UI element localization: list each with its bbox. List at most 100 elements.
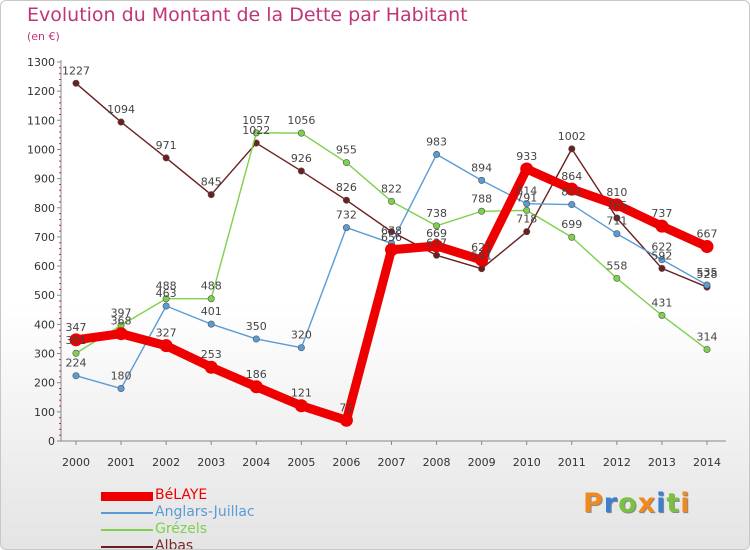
x-tick-label: 2011: [558, 456, 586, 469]
data-point: [523, 200, 531, 208]
data-label: 845: [201, 176, 222, 189]
data-point: [475, 253, 489, 267]
data-point: [565, 182, 579, 196]
logo-letter: i: [656, 488, 667, 519]
y-tick-label: 1300: [27, 56, 55, 69]
legend-swatch: [101, 546, 153, 548]
legend-label: Grézels: [155, 521, 208, 537]
data-point: [72, 79, 80, 87]
y-tick-label: 0: [48, 435, 55, 448]
legend-swatch: [101, 512, 153, 514]
data-point: [249, 380, 263, 394]
data-point: [252, 335, 260, 343]
data-label: 667: [697, 228, 718, 241]
x-tick-label: 2002: [152, 456, 180, 469]
data-point: [252, 129, 260, 137]
data-label: 1022: [242, 124, 270, 137]
data-label: 971: [156, 139, 177, 152]
proxiti-logo: Proxiti: [583, 488, 691, 519]
data-label: 463: [156, 287, 177, 300]
data-point: [433, 222, 441, 230]
data-point: [433, 150, 441, 158]
data-point: [339, 413, 353, 427]
x-tick-label: 2001: [107, 456, 135, 469]
data-label: 822: [381, 182, 402, 195]
logo-letter: r: [603, 488, 619, 519]
data-point: [658, 311, 666, 319]
data-label: 1002: [558, 130, 586, 143]
data-point: [655, 219, 669, 233]
logo-letter: o: [618, 488, 638, 519]
data-label: 401: [201, 305, 222, 318]
data-label: 592: [651, 249, 672, 262]
x-tick-label: 2004: [242, 456, 270, 469]
data-point: [613, 214, 621, 222]
data-label: 765: [606, 199, 627, 212]
data-label: 180: [111, 370, 132, 383]
data-point: [430, 239, 444, 253]
data-label: 488: [201, 280, 222, 293]
data-label: 933: [516, 150, 537, 163]
data-point: [433, 251, 441, 259]
y-tick-label: 1200: [27, 85, 55, 98]
data-point: [117, 385, 125, 393]
x-tick-label: 2007: [378, 456, 406, 469]
legend-swatch: [101, 529, 153, 531]
data-point: [568, 201, 576, 209]
data-label: 791: [516, 191, 537, 204]
data-point: [297, 344, 305, 352]
legend-label: Anglars-Juillac: [155, 504, 255, 520]
y-tick-label: 1100: [27, 114, 55, 127]
logo-letter: x: [637, 488, 657, 519]
data-point: [613, 274, 621, 282]
chart-legend: BéLAYE Anglars-Juillac Grézels Albas: [101, 487, 321, 550]
x-tick-label: 2005: [287, 456, 315, 469]
logo-letter: t: [666, 488, 681, 519]
chart-subtitle: (en €): [27, 30, 60, 43]
data-point: [114, 327, 128, 341]
chart-title: Evolution du Montant de la Dette par Hab…: [27, 4, 468, 26]
data-point: [478, 265, 486, 273]
legend-label: Albas: [155, 538, 194, 550]
legend-swatch: [101, 492, 153, 501]
data-point: [478, 207, 486, 215]
data-label: 327: [156, 327, 177, 340]
data-label: 656: [381, 231, 402, 244]
data-label: 301: [66, 334, 87, 347]
data-label: 186: [246, 368, 267, 381]
data-point: [703, 281, 711, 289]
data-point: [162, 295, 170, 303]
data-point: [658, 264, 666, 272]
data-label: 591: [471, 250, 492, 263]
data-label: 814: [516, 185, 537, 198]
data-point: [613, 230, 621, 238]
data-label: 718: [516, 213, 537, 226]
x-tick-label: 2013: [648, 456, 676, 469]
y-tick-label: 400: [34, 318, 55, 331]
data-label: 431: [651, 296, 672, 309]
y-tick-label: 200: [34, 377, 55, 390]
data-point: [342, 224, 350, 232]
legend-item: Albas: [101, 538, 321, 550]
data-point: [658, 256, 666, 264]
logo-letter: i: [680, 488, 691, 519]
chart-axes: 0 100 200 300 400 500 600 700 800 900 1000 1100 1200…: [27, 56, 726, 469]
data-label: 699: [561, 218, 582, 231]
y-tick-label: 900: [34, 173, 55, 186]
data-label: 864: [561, 170, 582, 183]
x-tick-label: 2014: [693, 456, 721, 469]
data-label: 711: [606, 215, 627, 228]
x-tick-label: 2000: [62, 456, 90, 469]
data-point: [72, 372, 80, 380]
data-label: 314: [697, 330, 718, 343]
legend-label: BéLAYE: [155, 487, 208, 503]
data-point: [207, 320, 215, 328]
x-tick-label: 2010: [513, 456, 541, 469]
x-tick-label: 2008: [423, 456, 451, 469]
data-point: [204, 360, 218, 374]
data-point: [342, 196, 350, 204]
legend-item: BéLAYE: [101, 487, 321, 504]
data-label: 121: [291, 387, 312, 400]
data-point: [294, 399, 308, 413]
